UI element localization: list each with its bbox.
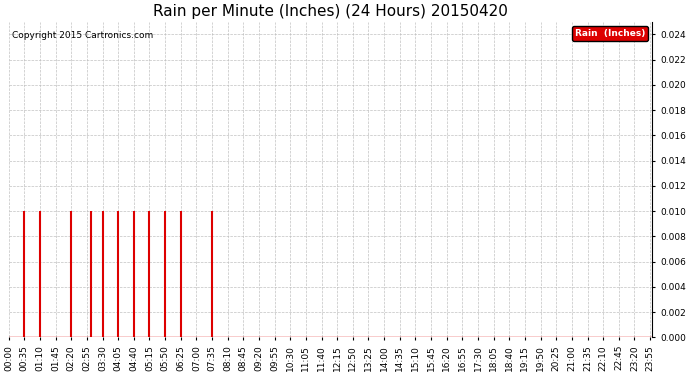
Title: Rain per Minute (Inches) (24 Hours) 20150420: Rain per Minute (Inches) (24 Hours) 2015… (153, 4, 508, 19)
Legend: Rain  (Inches): Rain (Inches) (572, 26, 648, 40)
Text: Copyright 2015 Cartronics.com: Copyright 2015 Cartronics.com (12, 31, 153, 40)
